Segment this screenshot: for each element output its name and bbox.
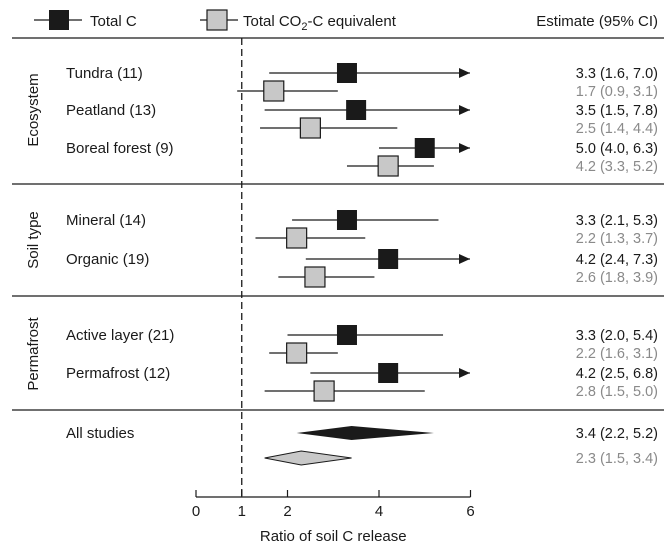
row-0-0-total-c-estimate: 3.3 (1.6, 7.0) — [576, 66, 658, 82]
row-2-1-co2-estimate: 2.8 (1.5, 5.0) — [576, 384, 658, 400]
row-0-0-co2-marker — [263, 80, 285, 102]
row-0-2-total-c-estimate: 5.0 (4.0, 6.3) — [576, 141, 658, 157]
row-0-1-label: Peatland (13) — [66, 102, 156, 119]
row-1-1-total-c-estimate: 4.2 (2.4, 7.3) — [576, 252, 658, 268]
overall-total-c-diamond — [296, 426, 434, 440]
row-1-0-co2-marker — [286, 227, 308, 249]
row-2-0-total-c-marker — [336, 325, 357, 345]
x-tick-label-3: 4 — [375, 503, 383, 520]
row-2-1-total-c-marker — [378, 363, 399, 383]
legend-total-c-label: Total C — [90, 13, 137, 30]
row-2-1-total-c-arrow — [459, 368, 470, 378]
overall-total-c-estimate: 3.4 (2.2, 5.2) — [576, 426, 658, 442]
x-tick-label-4: 6 — [466, 503, 474, 520]
row-1-1-total-c-marker — [378, 249, 399, 269]
row-1-1-label: Organic (19) — [66, 251, 149, 268]
legend-co2-subscript: 2 — [301, 21, 307, 33]
row-1-1-co2-estimate: 2.6 (1.8, 3.9) — [576, 270, 658, 286]
row-0-1-total-c-arrow — [459, 105, 470, 115]
row-0-0-total-c-marker — [336, 63, 357, 83]
estimate-header: Estimate (95% CI) — [536, 13, 658, 30]
row-0-2-total-c-marker — [414, 138, 435, 158]
row-0-1-total-c-estimate: 3.5 (1.5, 7.8) — [576, 103, 658, 119]
row-2-0-label: Active layer (21) — [66, 327, 174, 344]
legend-co2-prefix: Total CO — [243, 13, 301, 30]
group-label-1: Soil type — [25, 211, 42, 269]
legend-co2-label: Total CO2-C equivalent — [243, 13, 397, 33]
row-0-2-co2-estimate: 4.2 (3.3, 5.2) — [576, 159, 658, 175]
legend-co2-suffix: -C equivalent — [307, 13, 396, 30]
row-0-0-label: Tundra (11) — [66, 65, 143, 82]
row-2-0-total-c-estimate: 3.3 (2.0, 5.4) — [576, 328, 658, 344]
row-2-0-co2-marker — [286, 342, 308, 364]
x-axis-label: Ratio of soil C release — [260, 528, 407, 545]
row-0-0-co2-estimate: 1.7 (0.9, 3.1) — [576, 84, 658, 100]
row-2-1-co2-marker — [313, 380, 335, 402]
x-tick-label-0: 0 — [192, 503, 200, 520]
row-2-0-co2-estimate: 2.2 (1.6, 3.1) — [576, 346, 658, 362]
legend-co2-marker — [206, 9, 228, 31]
row-1-0-total-c-marker — [336, 210, 357, 230]
row-0-2-total-c-arrow — [459, 143, 470, 153]
x-tick-label-2: 2 — [283, 503, 291, 520]
row-1-0-co2-estimate: 2.2 (1.3, 3.7) — [576, 231, 658, 247]
row-2-1-label: Permafrost (12) — [66, 365, 170, 382]
x-tick-label-1: 1 — [238, 503, 246, 520]
row-1-1-total-c-arrow — [459, 254, 470, 264]
group-label-2: Permafrost — [25, 316, 42, 390]
overall-co2-diamond — [264, 450, 352, 466]
overall-co2-estimate: 2.3 (1.5, 3.4) — [576, 451, 658, 467]
row-2-1-total-c-estimate: 4.2 (2.5, 6.8) — [576, 366, 658, 382]
overall-label: All studies — [66, 425, 134, 442]
row-0-1-co2-estimate: 2.5 (1.4, 4.4) — [576, 121, 658, 137]
legend-total-c-marker — [49, 10, 69, 30]
row-0-2-label: Boreal forest (9) — [66, 140, 174, 157]
row-1-1-co2-marker — [304, 266, 326, 288]
row-1-0-label: Mineral (14) — [66, 212, 146, 229]
row-1-0-total-c-estimate: 3.3 (2.1, 5.3) — [576, 213, 658, 229]
group-label-0: Ecosystem — [25, 73, 42, 146]
legend: Total C Total CO2-C equivalent — [34, 9, 397, 33]
row-0-0-total-c-arrow — [459, 68, 470, 78]
row-0-2-co2-marker — [377, 155, 399, 177]
row-0-1-total-c-marker — [346, 100, 367, 120]
row-0-1-co2-marker — [299, 117, 321, 139]
